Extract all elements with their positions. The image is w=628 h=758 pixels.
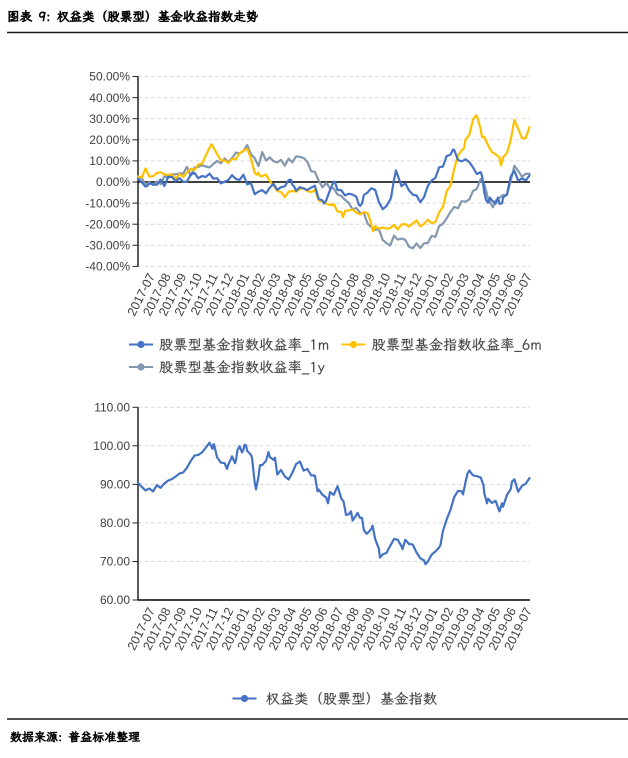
svg-text:10.00%: 10.00%	[89, 154, 130, 168]
svg-text:-20.00%: -20.00%	[85, 217, 130, 231]
svg-text:-40.00%: -40.00%	[85, 260, 130, 274]
svg-text:-30.00%: -30.00%	[85, 239, 130, 253]
svg-text:70.00: 70.00	[100, 555, 130, 569]
svg-text:-10.00%: -10.00%	[85, 196, 130, 210]
svg-text:20.00%: 20.00%	[89, 133, 130, 147]
svg-text:40.00%: 40.00%	[89, 91, 130, 105]
svg-text:60.00: 60.00	[100, 593, 130, 607]
svg-text:80.00: 80.00	[100, 516, 130, 530]
svg-text:0.00%: 0.00%	[96, 175, 130, 189]
svg-text:110.00: 110.00	[94, 401, 130, 415]
svg-text:30.00%: 30.00%	[89, 112, 130, 126]
svg-text:50.00%: 50.00%	[89, 70, 130, 84]
svg-text:90.00: 90.00	[100, 478, 130, 492]
svg-text:100.00: 100.00	[93, 439, 130, 453]
